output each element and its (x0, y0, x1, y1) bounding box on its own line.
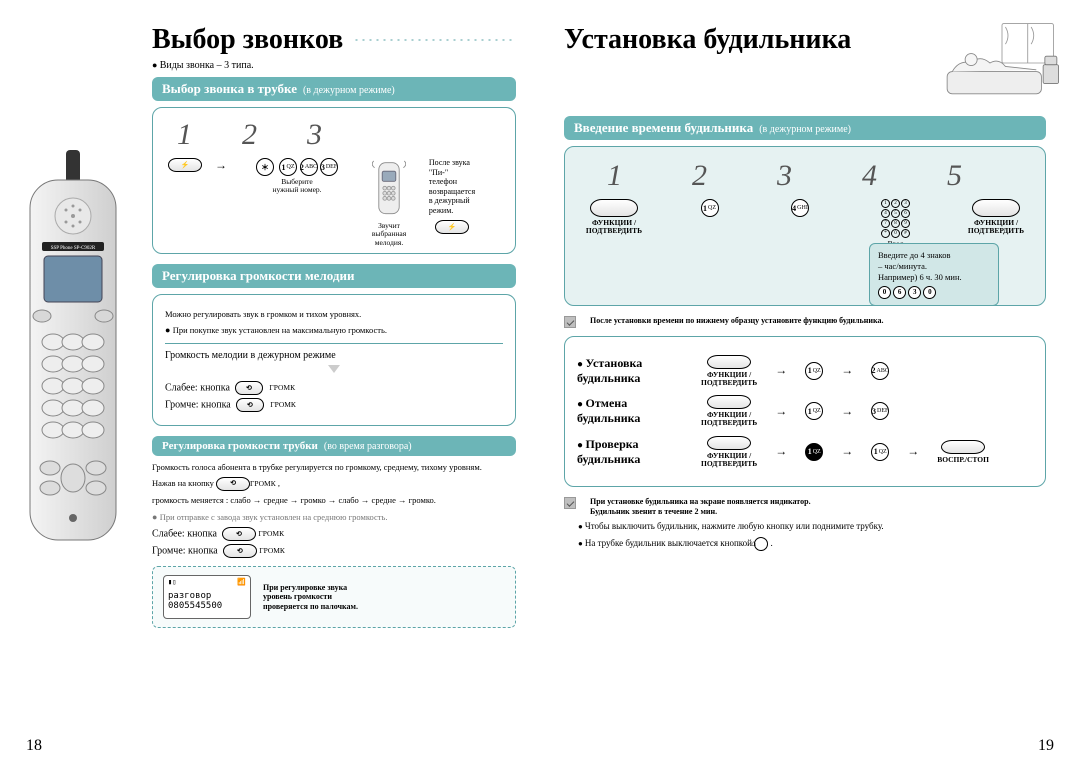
vol-factory: При покупке звук установлен на максималь… (165, 324, 503, 336)
section2-panel: Можно регулировать звук в громком и тихо… (152, 294, 516, 426)
lcd-note-box: ▮▯ 📶 разговор 0805545500 При регулировке… (152, 566, 516, 628)
step-numbers: 1 2 3 (177, 118, 503, 152)
function-button-icon (707, 436, 751, 450)
bed-illustration (942, 18, 1062, 108)
key-3: 3DEF (871, 402, 889, 420)
title-text: Выбор звонков (152, 24, 343, 56)
section2-header: Регулировка громкости мелодии (152, 264, 516, 288)
s3-line2: Нажав на кнопку ⟲ГРОМК , (152, 477, 516, 491)
key-2: 2ABC (300, 158, 318, 176)
key-4: 4GHI (791, 199, 809, 217)
key-1: 1QZ (871, 443, 889, 461)
after-beep-caption: После звука "Пи-" телефон возвращается в… (429, 158, 475, 216)
tip-2: На трубке будильник выключается кнопкой … (588, 537, 1046, 551)
dot-divider (353, 37, 516, 43)
lcd-note-text: При регулировке звука уровень громкости … (263, 583, 358, 612)
flash-button-icon: ⚡ (435, 220, 469, 234)
key-1: 1QZ (701, 199, 719, 217)
section1-panel: 1 2 3 ⚡ → ＊ 1QZ 2ABC (152, 107, 516, 254)
s3-cycle: громкость меняется : слабо → средне → гр… (152, 495, 516, 506)
arrow-icon: → (775, 363, 787, 378)
handset-icon (372, 158, 406, 220)
page-number: 18 (26, 737, 42, 755)
row-set-alarm: Установка будильника ФУНКЦИИ / ПОДТВЕРДИ… (577, 355, 1033, 388)
louder-row: Громче: кнопка ⟲ ГРОМК (165, 398, 503, 412)
function-button-icon (590, 199, 638, 217)
section1-header: Выбор звонка в трубке (в дежурном режиме… (152, 77, 516, 101)
function-button-icon (972, 199, 1020, 217)
battery-icon: ▮▯ (168, 578, 176, 586)
s3-factory: При отправке с завода звук установлен на… (152, 511, 516, 523)
tip-1: Чтобы выключить будильник, нажмите любую… (588, 520, 1046, 533)
s3-line1: Громкость голоса абонента в трубке регул… (152, 462, 516, 473)
after-set-note: После установки времени по нижнему образ… (564, 316, 1046, 328)
weaker-row: Слабее: кнопка ⟲ ГРОМК (165, 381, 503, 395)
choose-number-caption: Выберите нужный номер. (272, 178, 321, 195)
vol-standby-label: Громкость мелодии в дежурном режиме (165, 350, 503, 361)
melody-caption: Звучит выбранная мелодия. (372, 222, 406, 247)
volume-button-icon: ⟲ (222, 527, 256, 541)
arrow-icon: → (841, 444, 853, 459)
weaker-row-2: Слабее: кнопка ⟲ ГРОМК (152, 527, 516, 541)
arrow-icon: → (775, 404, 787, 419)
function-button-icon (707, 395, 751, 409)
r-section1-header: Введение времени будильника (в дежурном … (564, 116, 1046, 140)
key-1: 1QZ (279, 158, 297, 176)
section3-header: Регулировка громкости трубки (во время р… (152, 436, 516, 456)
key-2: 2ABC (871, 362, 889, 380)
key-3: 3DEF (320, 158, 338, 176)
arrow-icon: → (841, 363, 853, 378)
vol-intro: Можно регулировать звук в громком и тихо… (165, 309, 503, 320)
time-entry-balloon: Введите до 4 знаков – час/минута. Наприм… (869, 243, 999, 306)
page-title-left: Выбор звонков (152, 24, 516, 56)
lcd-display: ▮▯ 📶 разговор 0805545500 (163, 575, 251, 619)
functions-panel: Установка будильника ФУНКЦИИ / ПОДТВЕРДИ… (564, 336, 1046, 488)
signal-icon: 📶 (237, 578, 246, 586)
indicator-note: При установке будильника на экране появл… (564, 497, 1046, 516)
function-button-icon (707, 355, 751, 369)
key-1: 1QZ (805, 402, 823, 420)
page-19: Установка будильника Введение времени бу… (540, 0, 1080, 763)
louder-row-2: Громче: кнопка ⟲ ГРОМК (152, 544, 516, 558)
volume-button-icon: ⟲ (235, 381, 263, 395)
r-section1-panel: 1 2 3 4 5 ФУНКЦИИ / ПОДТВЕРДИТЬ 1QZ 4GHI (564, 146, 1046, 306)
page-18: SSP Phone SP-C902R (0, 0, 540, 763)
arrow-icon: → (775, 444, 787, 459)
arrow-icon: → (841, 404, 853, 419)
svg-text:SSP Phone SP-C902R: SSP Phone SP-C902R (51, 246, 96, 251)
flash-button-icon: ⚡ (168, 158, 202, 172)
lcd-status: разговор (168, 591, 246, 601)
row-cancel-alarm: Отмена будильника ФУНКЦИИ / ПОДТВЕРДИТЬ … (577, 395, 1033, 428)
row-check-alarm: Проверка будильника ФУНКЦИИ / ПОДТВЕРДИТ… (577, 436, 1033, 469)
page-number: 19 (1038, 737, 1054, 755)
keypad-icon: 123456789*0# (881, 199, 910, 238)
home-button-icon: ⌂ (754, 537, 768, 551)
check-icon (564, 316, 576, 328)
step-numbers: 1 2 3 4 5 (607, 159, 1031, 193)
ring-types-note: Виды звонка – 3 типа. (152, 60, 516, 71)
play-stop-button-icon (941, 440, 985, 454)
lcd-number: 0805545500 (168, 601, 246, 611)
arrow-icon: → (907, 444, 919, 459)
handset-illustration: SSP Phone SP-C902R (20, 150, 126, 570)
triangle-down-icon (328, 365, 340, 373)
volume-button-icon: ⟲ (236, 398, 264, 412)
key-1: 1QZ (805, 362, 823, 380)
volume-button-icon: ⟲ (216, 477, 250, 491)
arrow-icon: → (215, 158, 227, 173)
volume-button-icon: ⟲ (223, 544, 257, 558)
title-text: Установка будильника (564, 24, 851, 56)
check-icon (564, 497, 576, 509)
key-1: 1QZ (805, 443, 823, 461)
key-star: ＊ (256, 158, 274, 176)
